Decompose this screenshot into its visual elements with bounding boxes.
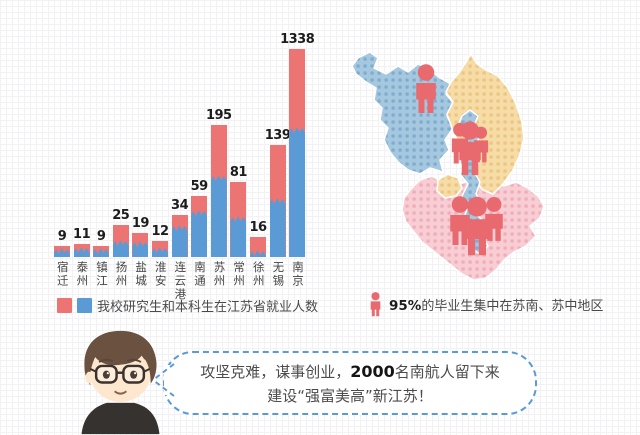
bubble-text-line1: 攻坚克难，谋事创业，2000名南航人留下来 [200,361,500,382]
map-region-northwest-blue [351,51,455,175]
bar-red-segment [152,241,168,257]
mascot-brow-left [98,358,114,363]
bar-city-label: 淮安 [153,261,168,288]
map-legend-percent: 95% [389,297,422,314]
bar-city-label: 苏州 [212,261,227,288]
bar-value-label: 195 [205,108,232,123]
bar-value-label: 1338 [280,32,315,47]
bar-city-label: 南京 [290,261,305,288]
bubble-line1-number: 2000 [350,361,395,381]
bar-column: 9 宿迁 [54,0,70,288]
bar-blue-segment [191,210,208,257]
mascot-eye-right [130,370,138,379]
bar-red-segment [289,49,306,257]
bar-column: 11 泰州 [73,0,91,288]
bar-city-label: 无锡 [271,261,286,288]
mascot-eye-left [102,370,110,379]
bar-value-label: 9 [96,229,106,244]
bar-chart-plot: 9 宿迁 11 泰州 9 镇江 25 扬州 19 盐城 12 淮安 34 连云港 59 南通 195 苏州 81 常州… [54,0,315,302]
bar-blue-segment [93,248,110,257]
bar-blue-segment [269,198,286,257]
chart-legend-label: 我校研究生和本科生在江苏省就业人数 [97,300,319,315]
jiangsu-map [351,51,545,281]
bar-value-label: 12 [151,224,169,239]
bar-value-label: 59 [190,179,209,194]
bar-value-label: 11 [73,227,91,242]
bar-value-label: 19 [131,216,150,231]
map-legend: 95%的毕业生集中在苏南、苏中地区 [369,291,603,317]
bar-city-label: 宿迁 [55,261,70,288]
bar-red-segment [73,244,90,257]
bar-red-segment [54,246,70,257]
bar-red-segment [210,125,227,257]
bar-city-label: 盐城 [134,261,149,288]
bar-city-label: 南通 [192,261,207,288]
bar-blue-segment [210,175,227,257]
legend-swatch-blue-icon [77,298,92,313]
bar-city-label: 镇江 [94,261,109,288]
bar-red-segment [132,233,149,257]
bar-city-label: 连云港 [173,261,188,302]
bar-blue-segment [171,225,188,257]
mascot-eye-highlight [134,372,137,375]
map-region-central-yellow-patch [436,173,463,199]
bar-city-label: 徐州 [251,261,266,288]
bar-column: 25 扬州 [112,0,130,288]
bubble-line1-post: 名南航人留下来 [394,362,500,381]
bubble-text-line2: 建设“强富美高”新江苏！ [267,386,433,405]
map-legend-rest: 的毕业生集中在苏南、苏中地区 [421,298,604,314]
bar-column: 19 盐城 [132,0,150,288]
bar-column: 59 南通 [191,0,209,288]
bubble-line1-pre: 攻坚克难，谋事创业， [200,362,351,381]
mascot-eye-highlight [106,372,109,375]
bar-blue-segment [132,241,149,257]
bar-value-label: 25 [112,208,130,223]
bar-column: 81 常州 [230,0,248,288]
bar-blue-segment [230,216,247,257]
speech-bubble-tail [152,363,176,397]
bar-blue-segment [73,247,90,257]
bar-red-segment [250,237,266,257]
bar-value-label: 9 [57,229,67,244]
bar-value-label: 34 [171,198,189,213]
bar-column: 195 苏州 [206,0,232,288]
bar-red-segment [171,215,188,257]
bar-red-segment [191,196,208,257]
map-legend-text: 95%的毕业生集中在苏南、苏中地区 [389,295,603,314]
mascot-hoodie [81,402,160,435]
bar-column: 1338 南京 [280,0,315,288]
mascot-illustration [81,330,160,435]
bar-red-segment [112,225,129,257]
bar-value-label: 139 [264,128,291,143]
bar-column: 16 徐州 [249,0,267,288]
person-icon [370,292,381,317]
bar-value-label: 16 [249,220,267,235]
bar-blue-segment [152,247,168,257]
bar-city-label: 常州 [232,261,247,288]
mascot-bangs [93,337,145,362]
bar-column: 12 淮安 [151,0,169,288]
bar-column: 34 连云港 [171,0,189,302]
bar-blue-segment [250,250,266,257]
mascot-glasses-arms [89,367,151,373]
bar-blue-segment [289,127,306,257]
mascot-ear [85,371,94,384]
bar-value-label: 81 [229,165,248,180]
legend-swatch-red-icon [57,298,72,313]
bar-column: 9 镇江 [93,0,110,288]
bar-column: 139 无锡 [265,0,291,288]
mascot-brow-right [126,358,142,363]
bar-blue-segment [54,248,70,257]
bar-red-segment [230,182,247,257]
bar-red-segment [93,246,110,257]
mascot-mouth [114,390,127,395]
speech-bubble: 攻坚克难，谋事创业，2000名南航人留下来 建设“强富美高”新江苏！ [152,351,537,415]
bar-red-segment [269,145,286,257]
bar-city-label: 扬州 [114,261,129,288]
bar-city-label: 泰州 [75,261,90,288]
chart-legend: 我校研究生和本科生在江苏省就业人数 [57,296,318,315]
bar-blue-segment [112,240,129,257]
